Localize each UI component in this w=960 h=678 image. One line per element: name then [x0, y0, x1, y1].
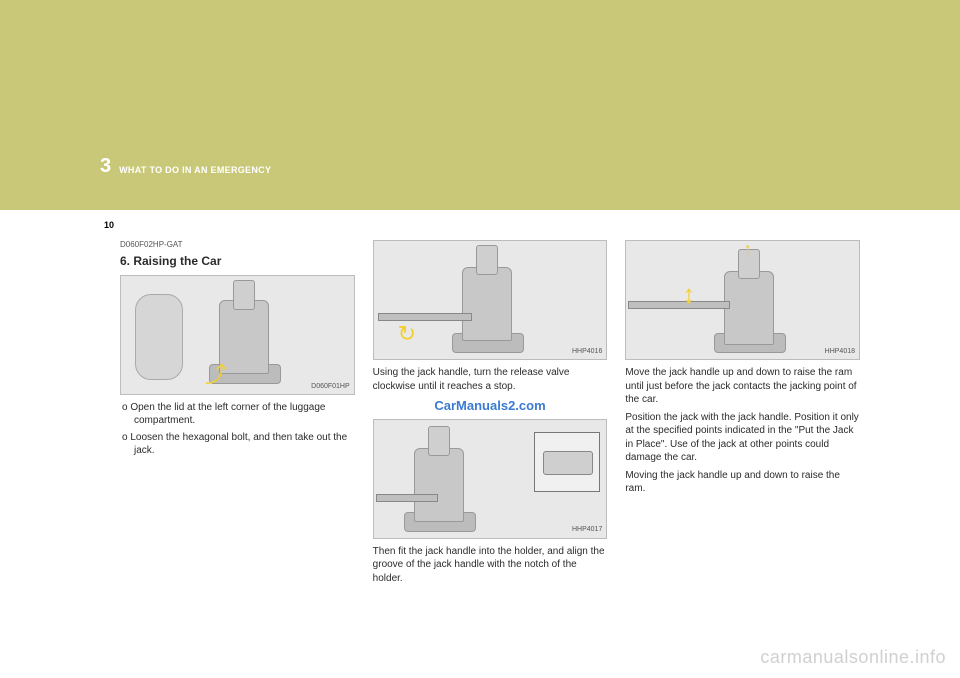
watermark-text: CarManuals2.com	[373, 397, 608, 415]
handle-bar-shape	[378, 313, 472, 321]
figure-label: HHP4018	[825, 347, 855, 356]
figure-release-valve: ↻ HHP4016	[373, 240, 608, 360]
footer-watermark: carmanualsonline.info	[760, 647, 946, 668]
paragraph: Using the jack handle, turn the release …	[373, 366, 608, 393]
arrow-up-icon: ↑	[743, 240, 752, 261]
paragraph: Moving the jack handle up and down to ra…	[625, 469, 860, 496]
column-2: ↻ HHP4016 Using the jack handle, turn th…	[373, 240, 608, 618]
chapter-number: 3	[100, 155, 111, 178]
jack-top-shape	[428, 426, 450, 456]
holder-shape	[543, 451, 593, 475]
handle-bar-shape	[376, 494, 438, 502]
column-1: D060F02HP-GAT 6. Raising the Car ⤴ D060F…	[120, 240, 355, 618]
figure-raise-ram: ↑ ↕ HHP4018	[625, 240, 860, 360]
jack-top-shape	[476, 245, 498, 275]
figure-label: D060F01HP	[311, 382, 350, 391]
arrow-icon: ⤴	[205, 360, 227, 390]
column-3: ↑ ↕ HHP4018 Move the jack handle up and …	[625, 240, 860, 618]
inset-detail	[534, 432, 600, 492]
compartment-lid-shape	[135, 294, 183, 380]
handle-bar-shape	[628, 301, 730, 309]
list-item: Loosen the hexagonal bolt, and then take…	[134, 431, 355, 458]
arrow-icon: ↻	[398, 319, 416, 349]
paragraph: Move the jack handle up and down to rais…	[625, 366, 860, 407]
content-area: D060F02HP-GAT 6. Raising the Car ⤴ D060F…	[120, 240, 860, 618]
jack-body-shape	[414, 448, 464, 522]
paragraph: Position the jack with the jack handle. …	[625, 411, 860, 465]
paragraph: Then fit the jack handle into the holder…	[373, 545, 608, 586]
section-code: D060F02HP-GAT	[120, 240, 355, 251]
figure-label: HHP4016	[572, 347, 602, 356]
list-item: Open the lid at the left corner of the l…	[134, 401, 355, 428]
arrow-updown-icon: ↕	[682, 277, 695, 312]
chapter-title: WHAT TO DO IN AN EMERGENCY	[119, 165, 271, 178]
header-bar: 3 WHAT TO DO IN AN EMERGENCY	[0, 0, 960, 210]
jack-body-shape	[462, 267, 512, 341]
page-number: 10	[100, 218, 118, 232]
jack-top-shape	[233, 280, 255, 310]
figure-jack-compartment: ⤴ D060F01HP	[120, 275, 355, 395]
bullet-list: Open the lid at the left corner of the l…	[120, 401, 355, 458]
figure-label: HHP4017	[572, 525, 602, 534]
figure-handle-holder: HHP4017	[373, 419, 608, 539]
section-title: 6. Raising the Car	[120, 253, 355, 269]
jack-body-shape	[724, 271, 774, 345]
